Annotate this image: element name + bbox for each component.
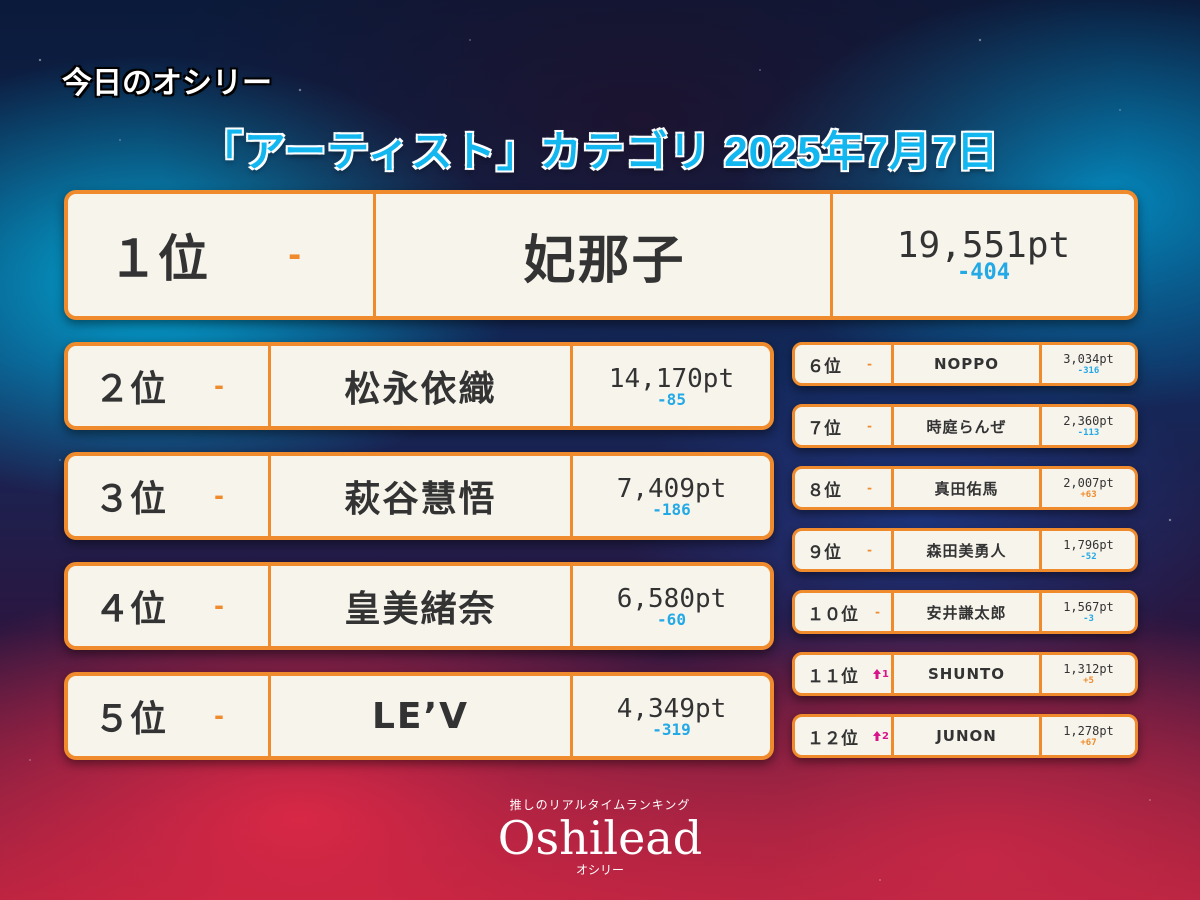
rank-label: ８位: [807, 480, 841, 501]
points-delta: -52: [1080, 552, 1097, 562]
points-delta: -85: [657, 389, 686, 409]
points-delta: -316: [1077, 366, 1100, 376]
points-value: 7,409pt: [616, 473, 727, 504]
points-cell: 3,034pt -316: [1039, 345, 1135, 383]
rank-change: 1: [871, 655, 891, 693]
points-delta: -319: [652, 719, 691, 739]
rank-change: -: [875, 605, 880, 619]
artist-name: 森田美勇人: [891, 531, 1039, 569]
oshilead-logo: 推しのリアルタイムランキング Oshilead オシリー: [480, 796, 720, 878]
points-delta: -186: [652, 499, 691, 519]
rank-card-8: ８位 - 真田佑馬 2,007pt +63: [792, 466, 1138, 510]
artist-name: SHUNTO: [891, 655, 1039, 693]
rank-card-2: ２位 - 松永依織 14,170pt -85: [64, 342, 774, 430]
artist-name: 皇美緒奈: [268, 566, 570, 646]
rank-change: 2: [871, 717, 891, 755]
rank-change: -: [288, 236, 302, 274]
rank-up-arrow-icon: [873, 731, 881, 741]
points-delta: -404: [957, 260, 1010, 285]
rank-card-1: １位 - 妃那子 19,551pt -404: [64, 190, 1138, 320]
rank-card-11: １１位 1 SHUNTO 1,312pt +5: [792, 652, 1138, 696]
rank-change: -: [867, 481, 872, 495]
rank-card-12: １２位 2 JUNON 1,278pt +67: [792, 714, 1138, 758]
logo-tagline: 推しのリアルタイムランキング: [509, 798, 691, 812]
points-value: 14,170pt: [608, 363, 735, 394]
rank-change: -: [214, 372, 224, 400]
rank-label: ６位: [807, 356, 841, 377]
rank-up-amount: 2: [882, 730, 889, 742]
points-cell: 1,796pt -52: [1039, 531, 1135, 569]
artist-name: 真田佑馬: [891, 469, 1039, 507]
points-value: 6,580pt: [616, 583, 727, 614]
rank-label: ７位: [807, 418, 841, 439]
artist-name: NOPPO: [891, 345, 1039, 383]
artist-name: 時庭らんぜ: [891, 407, 1039, 445]
rank-card-10: １０位 - 安井謙太郎 1,567pt -3: [792, 590, 1138, 634]
logo-kana: オシリー: [575, 863, 624, 877]
points-cell: 1,567pt -3: [1039, 593, 1135, 631]
rank-change: -: [867, 419, 872, 433]
rank-card-6: ６位 - NOPPO 3,034pt -316: [792, 342, 1138, 386]
rank-label: １位: [108, 230, 208, 288]
rank-label: １２位: [807, 728, 858, 749]
points-cell: 7,409pt -186: [570, 456, 770, 536]
rank-label: ９位: [807, 542, 841, 563]
points-cell: 4,349pt -319: [570, 676, 770, 756]
points-delta: +67: [1080, 738, 1097, 748]
points-cell: 6,580pt -60: [570, 566, 770, 646]
points-value: 19,551pt: [896, 225, 1071, 266]
points-value: 1,278pt: [1063, 724, 1114, 738]
rank-label: ２位: [94, 369, 167, 410]
rank-up-amount: 1: [882, 668, 889, 680]
rank-label: ４位: [94, 589, 167, 630]
points-value: 4,349pt: [616, 693, 727, 724]
category-date-title: 「アーティスト」カテゴリ 2025年7月7日: [200, 128, 1000, 175]
rank-change: -: [214, 482, 224, 510]
points-cell: 19,551pt -404: [830, 194, 1134, 316]
points-value: 1,796pt: [1063, 538, 1114, 552]
rank-change: -: [867, 543, 872, 557]
artist-name: 松永依織: [268, 346, 570, 426]
points-delta: +63: [1080, 490, 1097, 500]
rank-card-9: ９位 - 森田美勇人 1,796pt -52: [792, 528, 1138, 572]
artist-name: JUNON: [891, 717, 1039, 755]
rank-up-arrow-icon: [873, 669, 881, 679]
points-value: 1,312pt: [1063, 662, 1114, 676]
points-delta: +5: [1083, 676, 1094, 686]
artist-name: 妃那子: [373, 194, 833, 316]
points-value: 3,034pt: [1063, 352, 1114, 366]
page-title: 今日のオシリー: [62, 67, 272, 100]
rank-change: -: [214, 702, 224, 730]
artist-name: 萩谷慧悟: [268, 456, 570, 536]
rank-label: １１位: [807, 666, 858, 687]
points-value: 2,007pt: [1063, 476, 1114, 490]
rank-label: ５位: [94, 699, 167, 740]
points-delta: -60: [657, 609, 686, 629]
points-delta: -113: [1077, 428, 1100, 438]
logo-wordmark: Oshilead: [497, 811, 703, 865]
points-cell: 14,170pt -85: [570, 346, 770, 426]
rank-card-3: ３位 - 萩谷慧悟 7,409pt -186: [64, 452, 774, 540]
artist-name: 安井謙太郎: [891, 593, 1039, 631]
points-delta: -3: [1083, 614, 1094, 624]
points-value: 1,567pt: [1063, 600, 1114, 614]
rank-label: １０位: [807, 604, 858, 625]
rank-card-7: ７位 - 時庭らんぜ 2,360pt -113: [792, 404, 1138, 448]
rank-card-5: ５位 - LE’V 4,349pt -319: [64, 672, 774, 760]
points-cell: 2,360pt -113: [1039, 407, 1135, 445]
rank-card-4: ４位 - 皇美緒奈 6,580pt -60: [64, 562, 774, 650]
rank-change: -: [214, 592, 224, 620]
rank-change: -: [867, 357, 872, 371]
rank-label: ３位: [94, 479, 167, 520]
points-cell: 2,007pt +63: [1039, 469, 1135, 507]
points-value: 2,360pt: [1063, 414, 1114, 428]
points-cell: 1,312pt +5: [1039, 655, 1135, 693]
artist-name: LE’V: [268, 676, 570, 756]
points-cell: 1,278pt +67: [1039, 717, 1135, 755]
